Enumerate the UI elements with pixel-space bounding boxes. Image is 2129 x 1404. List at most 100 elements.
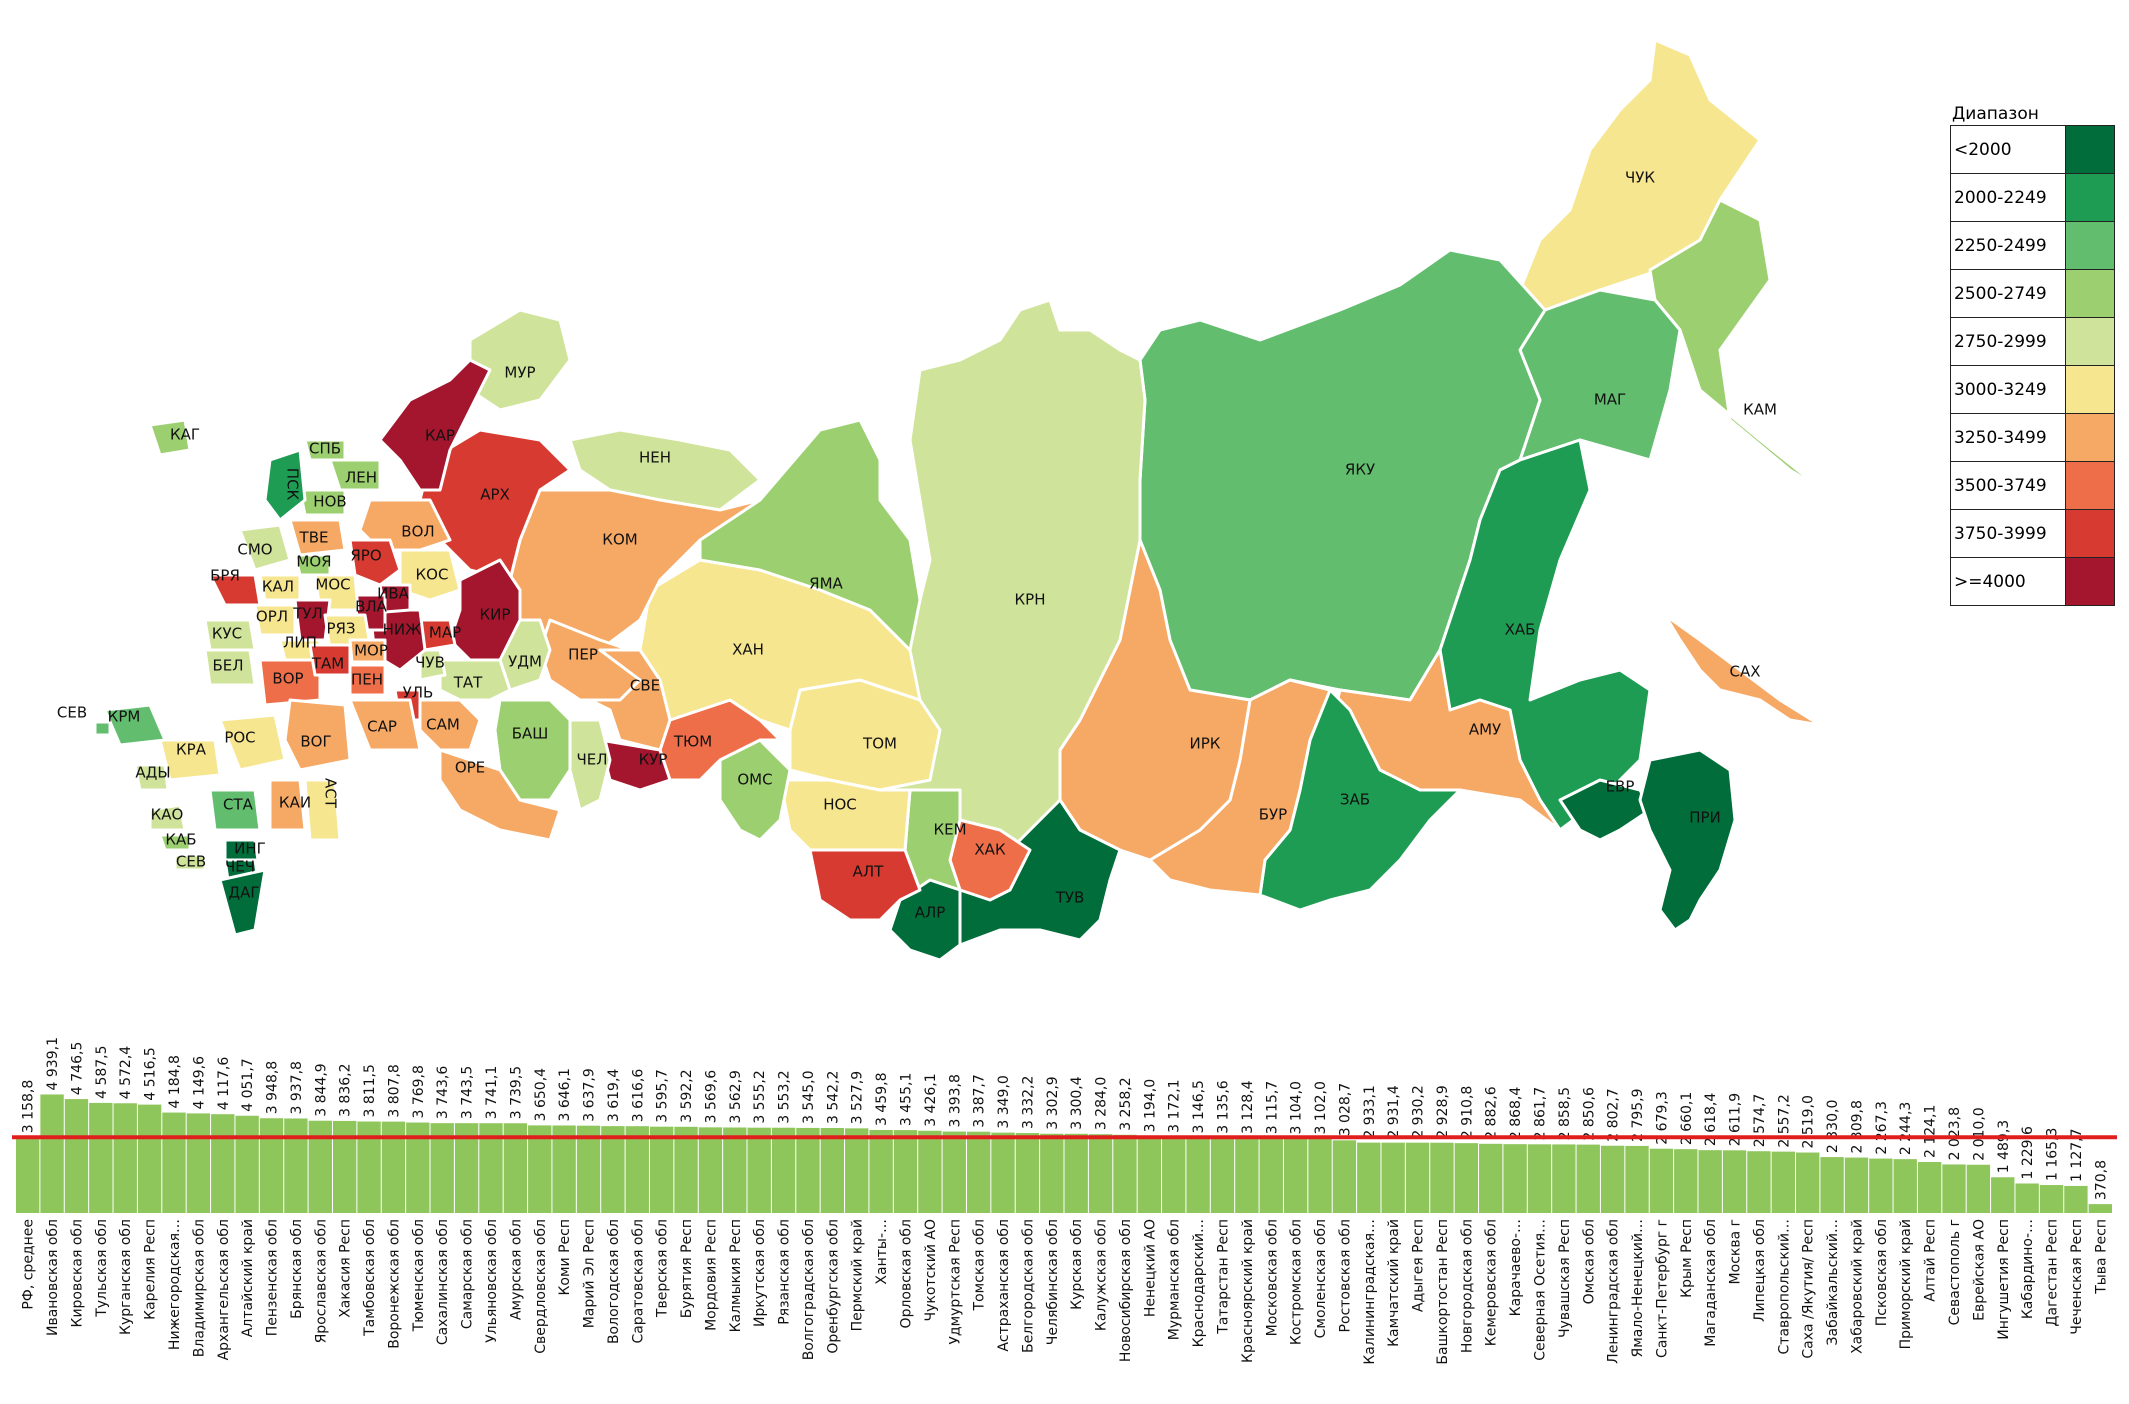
bar-category-label: Московская обл	[1264, 1219, 1280, 1336]
bar-value-label: 3 459,8	[874, 1073, 890, 1126]
bar-value-label: 2 124,1	[1923, 1105, 1939, 1158]
bar-value-label: 370,8	[2093, 1160, 2109, 1200]
bar-value-label: 2 910,8	[1459, 1086, 1475, 1139]
label-bur: БУР	[1259, 806, 1287, 824]
bar-category-label: Марий Эл Респ	[582, 1219, 598, 1328]
bar	[1600, 1145, 1625, 1213]
region-tat	[438, 658, 512, 702]
bar-category-label: Саратовская обл	[630, 1219, 646, 1344]
region-sve	[588, 648, 672, 752]
bar	[601, 1126, 625, 1213]
bar-value-label: 2 309,8	[1849, 1100, 1865, 1153]
bar-category-label: Омская обл	[1581, 1219, 1597, 1304]
legend-row: 2500-2749	[1950, 269, 2115, 318]
bar	[723, 1127, 747, 1213]
label-krm: КРМ	[108, 708, 141, 726]
bar	[16, 1137, 40, 1213]
bar-category-label: Санкт-Петербург г	[1654, 1219, 1670, 1358]
bar-value-label: 3 284,0	[1094, 1077, 1110, 1130]
bar	[430, 1123, 454, 1213]
label-vor: ВОР	[272, 670, 303, 688]
bar-category-label: Новгородская обл	[1459, 1219, 1475, 1353]
bar-value-label: 3 194,0	[1142, 1079, 1158, 1132]
label-psk: ПСК	[284, 468, 302, 501]
region-kab	[158, 833, 192, 852]
legend-row: 3750-3999	[1950, 509, 2115, 558]
legend-label: >=4000	[1950, 557, 2066, 606]
bar	[1674, 1149, 1698, 1213]
bar-category-label: Иркутская обл	[752, 1219, 768, 1327]
bar-value-label: 4 746,5	[69, 1042, 85, 1095]
bar-value-label: 2 861,7	[1532, 1087, 1548, 1140]
region-oms	[718, 738, 792, 842]
bar-category-label: Красноярский край	[1240, 1219, 1256, 1363]
label-sev: СЕВ	[57, 704, 87, 722]
bar-value-label: 2 858,5	[1557, 1087, 1573, 1140]
bar-category-label: Севастополь г	[1947, 1219, 1963, 1325]
label-kar: КАР	[425, 427, 455, 445]
bar-value-label: 4 117,6	[216, 1057, 232, 1111]
bar	[454, 1123, 479, 1213]
bar-category-label: Еврейская АО	[1971, 1219, 1987, 1321]
bar	[649, 1126, 674, 1213]
label-kam: КАМ	[1743, 401, 1777, 419]
label-kem: КЕМ	[933, 821, 966, 839]
label-oms: ОМС	[737, 771, 772, 789]
legend-label: 2000-2249	[1950, 173, 2066, 222]
label-udm: УДМ	[508, 653, 542, 671]
label-kab: КАБ	[165, 831, 196, 849]
label-dag: ДАГ	[228, 884, 259, 902]
bar-category-label: Ставропольский…	[1776, 1219, 1792, 1354]
bar-category-label: Мордовия Респ	[703, 1219, 719, 1331]
bar	[406, 1122, 430, 1213]
bar-category-label: Бурятия Респ	[679, 1219, 695, 1318]
label-tat: ТАТ	[453, 674, 483, 692]
label-kag: КАГ	[170, 426, 200, 444]
bar-value-label: 3 300,4	[1069, 1076, 1085, 1130]
bar-category-label: Алтайский край	[240, 1219, 256, 1337]
bar-value-label: 3 135,6	[1215, 1080, 1231, 1134]
bar-value-label: 3 426,1	[923, 1073, 939, 1126]
region-kus	[203, 618, 257, 652]
region-sakh	[1663, 613, 1822, 727]
region-alr	[888, 878, 962, 962]
bar	[1625, 1145, 1649, 1213]
label-pen: ПЕН	[351, 671, 383, 689]
label-khab: ХАБ	[1505, 621, 1536, 639]
region-ros	[218, 713, 287, 772]
label-kal: КАЛ	[262, 578, 294, 596]
bar	[698, 1127, 723, 1213]
bar-category-label: Карачаево-…	[1508, 1219, 1524, 1316]
label-vla: ВЛА	[355, 598, 388, 616]
legend-label: 3000-3249	[1950, 365, 2066, 414]
region-ady	[133, 763, 170, 792]
bar-category-label: Мурманская обл	[1167, 1219, 1183, 1340]
bar	[1162, 1136, 1186, 1213]
legend-swatch	[2065, 509, 2115, 558]
bar-category-label: Приморский край	[1898, 1219, 1914, 1349]
bar-value-label: 3 637,9	[582, 1068, 598, 1121]
label-nizh: НИЖ	[383, 621, 422, 639]
bar-category-label: Пензенская обл	[265, 1219, 281, 1336]
region-ore	[438, 748, 562, 842]
legend-swatch	[2065, 461, 2115, 510]
legend-title: Диапазон	[1952, 104, 2039, 124]
bar	[357, 1121, 381, 1213]
bar	[552, 1125, 576, 1213]
bar-category-label: Самарская обл	[460, 1219, 476, 1329]
label-che2: ЧЕЧ	[225, 858, 255, 876]
bar-category-label: Тамбовская обл	[362, 1219, 378, 1337]
bar-value-label: 2 557,2	[1776, 1094, 1792, 1147]
bar	[820, 1127, 845, 1213]
legend-swatch	[2065, 365, 2115, 414]
label-kao: КАО	[151, 806, 184, 824]
legend-swatch	[2065, 221, 2115, 270]
bar	[1186, 1137, 1210, 1213]
bar-category-label: Владимирская обл	[191, 1219, 207, 1357]
bar-category-label: РФ, среднее	[21, 1219, 37, 1310]
bar-category-label: Ульяновская обл	[484, 1219, 500, 1343]
bar-category-label: Ленинградская обл	[1606, 1219, 1622, 1364]
region-sta	[208, 788, 262, 832]
bar	[771, 1127, 796, 1213]
region-kur	[598, 738, 672, 792]
